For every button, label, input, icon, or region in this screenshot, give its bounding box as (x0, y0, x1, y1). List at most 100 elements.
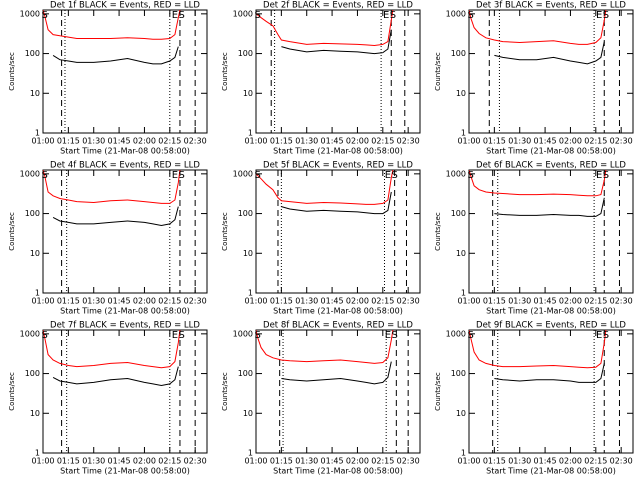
x-tick-label: 02:00 (559, 457, 582, 466)
y-tick-label: 1 (248, 449, 253, 458)
y-tick-label: 10 (456, 409, 466, 418)
chart-title: Det 3f BLACK = Events, RED = LLD (476, 1, 626, 11)
x-axis-label: Start Time (21-Mar-08 00:58:00) (273, 307, 403, 316)
annotation: S (390, 10, 396, 21)
y-axis-label: Counts/sec (434, 212, 442, 251)
x-tick-label: 02:30 (184, 457, 207, 466)
y-tick-label: 100 (238, 209, 253, 218)
y-axis-label: Counts/sec (8, 372, 16, 411)
x-tick-label: 01:45 (321, 297, 344, 306)
x-tick-label: 01:15 (270, 297, 293, 306)
chart-title: Det 4f BLACK = Events, RED = LLD (50, 161, 200, 171)
x-tick-label: 01:45 (108, 137, 131, 146)
panel: Det 8f BLACK = Events, RED = LLD Start Ti… (221, 321, 421, 476)
annotation: S (178, 10, 184, 21)
x-tick-label: 01:30 (82, 297, 105, 306)
x-axis-label: Start Time (21-Mar-08 00:58:00) (486, 467, 616, 476)
series-line (469, 330, 607, 369)
x-axis-label: Start Time (21-Mar-08 00:58:00) (273, 147, 403, 156)
y-axis-label: Counts/sec (221, 372, 229, 411)
chart-title: Det 5f BLACK = Events, RED = LLD (263, 161, 413, 171)
x-tick-label: 02:30 (397, 297, 420, 306)
x-tick-label: 01:15 (270, 137, 293, 146)
annotation: E (172, 10, 178, 21)
annotation: S (468, 10, 474, 21)
x-tick-label: 02:15 (584, 137, 607, 146)
annotation: S (391, 330, 397, 341)
annotation: S (255, 330, 261, 341)
y-tick-label: 1000 (233, 329, 253, 338)
x-tick-label: 01:30 (295, 137, 318, 146)
plot-frame (42, 169, 208, 294)
x-tick-label: 02:30 (397, 457, 420, 466)
panel: Det 1f BLACK = Events, RED = LLD Start Ti… (8, 1, 208, 156)
x-tick-label: 02:30 (610, 297, 633, 306)
x-tick-label: 02:30 (397, 137, 420, 146)
chart-title: Det 9f BLACK = Events, RED = LLD (476, 321, 626, 331)
x-tick-label: 01:45 (321, 457, 344, 466)
annotation: S (468, 330, 474, 341)
x-axis-label: Start Time (21-Mar-08 00:58:00) (273, 467, 403, 476)
chart-title: Det 2f BLACK = Events, RED = LLD (263, 1, 413, 11)
y-tick-label: 100 (25, 209, 40, 218)
chart-title: Det 6f BLACK = Events, RED = LLD (476, 161, 626, 171)
y-tick-label: 1000 (233, 169, 253, 178)
x-tick-label: 02:15 (158, 297, 181, 306)
annotation: E (383, 10, 389, 21)
series-line (469, 170, 607, 197)
y-tick-label: 100 (238, 49, 253, 58)
x-tick-label: 01:30 (508, 457, 531, 466)
y-tick-label: 10 (30, 409, 40, 418)
annotation: S (391, 170, 397, 181)
series-line (256, 170, 394, 205)
x-tick-label: 02:15 (371, 297, 394, 306)
y-tick-label: 1 (35, 449, 40, 458)
x-tick-label: 02:15 (158, 457, 181, 466)
series-line (281, 191, 392, 215)
annotation: S (603, 10, 609, 21)
annotation: E (172, 330, 178, 341)
x-tick-label: 02:30 (610, 457, 633, 466)
y-tick-label: 1000 (446, 169, 466, 178)
series-line (52, 206, 179, 227)
x-axis-label: Start Time (21-Mar-08 00:58:00) (60, 467, 190, 476)
series-line (52, 46, 179, 65)
y-tick-label: 1 (461, 289, 466, 298)
x-tick-label: 02:00 (346, 297, 369, 306)
series-line (469, 10, 607, 45)
y-tick-label: 10 (243, 409, 253, 418)
y-tick-label: 100 (238, 369, 253, 378)
x-tick-label: 01:15 (483, 297, 506, 306)
y-axis-label: Counts/sec (8, 52, 16, 91)
x-axis-label: Start Time (21-Mar-08 00:58:00) (486, 307, 616, 316)
x-tick-label: 02:15 (584, 457, 607, 466)
y-tick-label: 1000 (20, 169, 40, 178)
x-tick-label: 01:30 (82, 137, 105, 146)
x-tick-label: 01:15 (57, 137, 80, 146)
plot-frame (42, 9, 208, 134)
x-tick-label: 01:00 (31, 457, 54, 466)
plot-frame (468, 9, 634, 134)
panel: Det 2f BLACK = Events, RED = LLD Start Ti… (221, 1, 421, 156)
x-tick-label: 01:15 (483, 137, 506, 146)
annotation: S (42, 10, 48, 21)
x-tick-label: 01:45 (534, 297, 557, 306)
y-tick-label: 100 (25, 369, 40, 378)
series-line (256, 10, 394, 47)
annotation: E (172, 170, 178, 181)
x-tick-label: 02:30 (184, 297, 207, 306)
series-line (43, 170, 181, 204)
plot-frame (255, 169, 421, 294)
y-tick-label: 1000 (446, 329, 466, 338)
chart-title: Det 8f BLACK = Events, RED = LLD (263, 321, 413, 331)
x-tick-label: 02:00 (346, 457, 369, 466)
x-tick-label: 02:15 (158, 137, 181, 146)
series-line (494, 197, 605, 217)
annotation: S (42, 170, 48, 181)
plot-frame (255, 9, 421, 134)
y-tick-label: 1 (248, 289, 253, 298)
series-line (43, 330, 181, 369)
panel: Det 4f BLACK = Events, RED = LLD Start Ti… (8, 161, 208, 316)
x-tick-label: 01:15 (57, 457, 80, 466)
series-line (256, 330, 394, 364)
